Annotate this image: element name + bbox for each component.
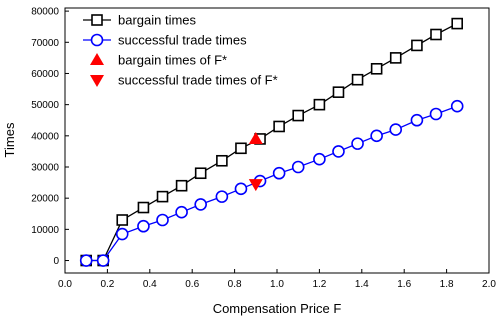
x-tick-label: 2.0 [482, 279, 496, 290]
data-point [137, 219, 150, 233]
data-point [96, 254, 110, 267]
y-axis-title: Times [2, 122, 17, 157]
data-point [272, 166, 286, 180]
y-tick-label: 80000 [31, 7, 59, 18]
data-point [156, 213, 169, 227]
data-point [313, 98, 326, 111]
legend: bargain times successful trade times barga… [83, 13, 278, 88]
data-point [235, 142, 247, 155]
data-point [351, 73, 364, 86]
x-tick-label: 1.8 [440, 279, 454, 290]
data-point [430, 28, 442, 41]
series-3 [248, 179, 263, 192]
data-point [194, 198, 207, 211]
data-point [79, 254, 93, 267]
x-axis-ticks: 0.0 0.2 0.4 0.6 0.8 1.0 1.2 1.4 1.6 1.8 2.0 [58, 269, 496, 290]
data-point [429, 107, 443, 121]
data-point [116, 214, 129, 226]
legend-item: successful trade times [83, 33, 247, 48]
data-point [291, 160, 305, 174]
y-tick-label: 10000 [31, 225, 59, 236]
x-tick-label: 1.0 [270, 279, 284, 290]
data-point [451, 17, 464, 30]
legend-label: successful trade times [118, 33, 247, 48]
x-tick-label: 0.4 [143, 279, 157, 290]
legend-label: successful trade times of F* [118, 73, 278, 88]
data-point [273, 120, 285, 133]
legend-item: bargain times of F* [90, 53, 227, 68]
data-point [137, 201, 150, 214]
data-point [248, 179, 263, 192]
x-tick-label: 1.6 [397, 279, 411, 290]
data-point [411, 39, 423, 52]
data-point [332, 145, 345, 158]
data-point [313, 152, 326, 166]
data-point [234, 182, 248, 196]
legend-label: bargain times of F* [118, 53, 227, 68]
y-tick-label: 20000 [31, 194, 59, 205]
data-point [292, 109, 305, 122]
y-tick-label: 50000 [31, 100, 59, 111]
x-tick-label: 0.0 [58, 279, 72, 290]
data-point [194, 167, 207, 180]
y-tick-label: 60000 [31, 69, 59, 80]
legend-item: bargain times [83, 13, 197, 28]
y-axis-ticks: 0 10000 20000 30000 40000 50000 60000 70000 8000… [31, 7, 69, 267]
data-point [370, 62, 383, 75]
data-point [370, 129, 383, 143]
data-point [175, 179, 188, 192]
data-point [215, 190, 229, 203]
x-tick-label: 0.6 [185, 279, 199, 290]
data-point [389, 52, 402, 64]
x-tick-label: 0.8 [228, 279, 242, 290]
data-point [389, 123, 403, 136]
data-point [115, 227, 129, 241]
data-point [332, 86, 345, 98]
x-tick-label: 1.2 [312, 279, 326, 290]
plot-frame [64, 7, 490, 274]
data-point [156, 190, 169, 203]
x-tick-label: 1.4 [355, 279, 369, 290]
data-point [351, 137, 364, 150]
y-tick-label: 0 [53, 256, 59, 267]
y-tick-label: 70000 [31, 38, 59, 49]
data-point [175, 205, 188, 219]
data-point [248, 131, 263, 144]
x-tick-label: 0.2 [100, 279, 114, 290]
legend-label: bargain times [118, 13, 197, 28]
series-layer [79, 17, 464, 267]
data-point [216, 154, 228, 167]
legend-marker [90, 33, 104, 47]
x-axis-title: Compensation Price F [213, 301, 342, 316]
legend-marker [90, 75, 104, 87]
series-2 [248, 131, 263, 144]
legend-item: successful trade times of F* [90, 73, 278, 88]
series-1 [79, 99, 464, 267]
y-tick-label: 30000 [31, 163, 59, 174]
y-tick-label: 40000 [31, 131, 59, 142]
data-point [410, 113, 424, 127]
data-point [450, 99, 464, 113]
legend-marker [91, 14, 103, 26]
legend-marker [90, 53, 104, 65]
